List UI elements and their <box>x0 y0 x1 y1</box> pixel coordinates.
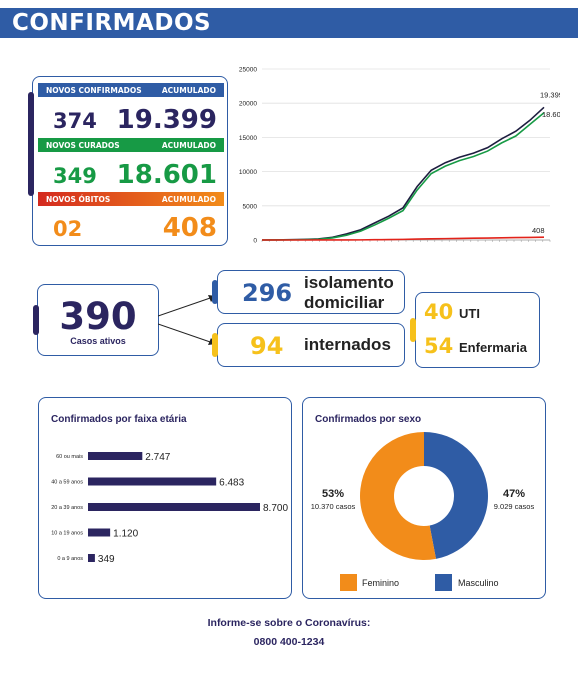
ward-value: 54 <box>424 334 454 358</box>
legend-label-female: Feminino <box>362 578 399 588</box>
page-title: CONFIRMADOS <box>12 10 212 36</box>
age-category-label: 0 a 9 anos <box>57 556 83 562</box>
sex-panel-title: Confirmados por sexo <box>315 414 422 425</box>
confirmed-new-value: 374 <box>53 109 97 133</box>
cumulative-line-chart: 0 5000 10000 15000 20000 25000 19.399 18.601 408 <box>239 67 560 245</box>
arrow-to-hospitalized <box>158 323 217 345</box>
hospitalized-accent-bar <box>212 333 218 357</box>
sex-donut-chart: 53% 10.370 casos 47% 9.029 casos Feminino Mas… <box>311 432 535 591</box>
age-bar <box>88 452 143 460</box>
hospitalized-value: 94 <box>250 332 284 360</box>
deaths-acc-value: 408 <box>162 213 217 243</box>
y-tick-label: 5000 <box>243 203 258 210</box>
female-cases-label: 10.370 casos <box>311 502 356 511</box>
deaths-label-row: NOVOS ÓBITOS ACUMULADO <box>38 192 224 206</box>
age-panel: Confirmados por faixa etária 60 ou mais 2… <box>38 397 292 599</box>
active-accent-bar <box>33 305 39 335</box>
y-tick-label: 10000 <box>239 169 257 176</box>
icu-label: UTI <box>459 306 480 321</box>
male-percent-label: 47% <box>503 488 525 500</box>
arrows <box>158 295 217 345</box>
age-category-label: 60 ou mais <box>56 454 83 460</box>
stats-accent-bar <box>28 92 34 196</box>
deaths-new-label: NOVOS ÓBITOS <box>46 194 111 204</box>
age-category-label: 10 a 19 anos <box>51 531 83 537</box>
isolation-box: 296 isolamento domiciliar <box>217 270 405 314</box>
age-value-label: 8.700 <box>263 503 288 514</box>
legend-swatch-male <box>435 574 452 591</box>
active-cases-box: 390 Casos ativos <box>37 284 159 356</box>
legend-label-male: Masculino <box>458 578 499 588</box>
series-line <box>261 106 545 241</box>
y-tick-label: 25000 <box>239 67 257 74</box>
recovered-new-value: 349 <box>53 164 97 188</box>
y-tick-label: 20000 <box>239 101 257 108</box>
legend-swatch-female <box>340 574 357 591</box>
icu-value: 40 <box>424 300 454 324</box>
hospitalized-box: 94 internados <box>217 323 405 367</box>
age-value-label: 1.120 <box>113 529 138 540</box>
icu-ward-box: 40 UTI 54 Enfermaria <box>415 292 540 368</box>
series-line <box>262 236 545 241</box>
age-category-label: 40 a 59 anos <box>51 480 83 486</box>
confirmed-acc-value: 19.399 <box>116 105 217 135</box>
isolation-value: 296 <box>242 279 293 307</box>
age-value-label: 6.483 <box>219 478 244 489</box>
header-bar: CONFIRMADOS <box>0 8 578 38</box>
icu-accent-bar <box>410 318 416 342</box>
ward-label: Enfermaria <box>459 340 527 355</box>
recovered-label-row: NOVOS CURADOS ACUMULADO <box>38 138 224 152</box>
footer-phone: 0800 400-1234 <box>253 636 325 648</box>
deaths-acc-label: ACUMULADO <box>161 194 216 204</box>
confirmed-label-row: NOVOS CONFIRMADOS ACUMULADO <box>38 83 224 97</box>
donut-slice <box>424 432 488 559</box>
isolation-accent-bar <box>212 280 218 304</box>
recovered-acc-value: 18.601 <box>116 160 217 190</box>
donut-slice <box>359 432 436 560</box>
age-bar <box>88 477 217 486</box>
age-bar <box>88 503 260 511</box>
active-cases-label: Casos ativos <box>70 336 126 346</box>
series-end-label: 18.601 <box>542 110 560 119</box>
series-end-label: 19.399 <box>540 90 560 99</box>
arrow-to-isolation <box>158 295 217 317</box>
stats-panel: NOVOS CONFIRMADOS ACUMULADO 374 19.399 N… <box>32 76 228 246</box>
active-cases-value: 390 <box>59 295 137 338</box>
series-end-label: 408 <box>532 226 545 235</box>
hospitalized-label: internados <box>304 335 391 354</box>
age-value-label: 2.747 <box>145 452 170 463</box>
age-panel-title: Confirmados por faixa etária <box>51 414 187 425</box>
series-line <box>261 112 545 241</box>
footer-info-text: Informe-se sobre o Coronavírus: <box>207 617 371 629</box>
age-bar <box>88 528 111 537</box>
confirmed-new-label: NOVOS CONFIRMADOS <box>46 85 142 95</box>
male-cases-label: 9.029 casos <box>494 502 535 511</box>
y-tick-label: 0 <box>253 238 257 245</box>
deaths-new-value: 02 <box>53 217 83 241</box>
female-percent-label: 53% <box>322 488 344 500</box>
y-tick-label: 15000 <box>239 135 257 142</box>
age-category-label: 20 a 39 anos <box>51 505 83 511</box>
age-bar-chart: 60 ou mais 2.747 40 a 59 anos 6.483 20 a 39 … <box>51 452 288 565</box>
age-bar <box>88 554 95 562</box>
sex-panel: Confirmados por sexo 53% 10.370 casos 47% 9… <box>302 397 546 599</box>
recovered-acc-label: ACUMULADO <box>161 140 216 150</box>
isolation-label: isolamento domiciliar <box>304 273 394 312</box>
confirmed-acc-label: ACUMULADO <box>161 85 216 95</box>
age-value-label: 349 <box>98 554 115 565</box>
recovered-new-label: NOVOS CURADOS <box>46 140 120 150</box>
